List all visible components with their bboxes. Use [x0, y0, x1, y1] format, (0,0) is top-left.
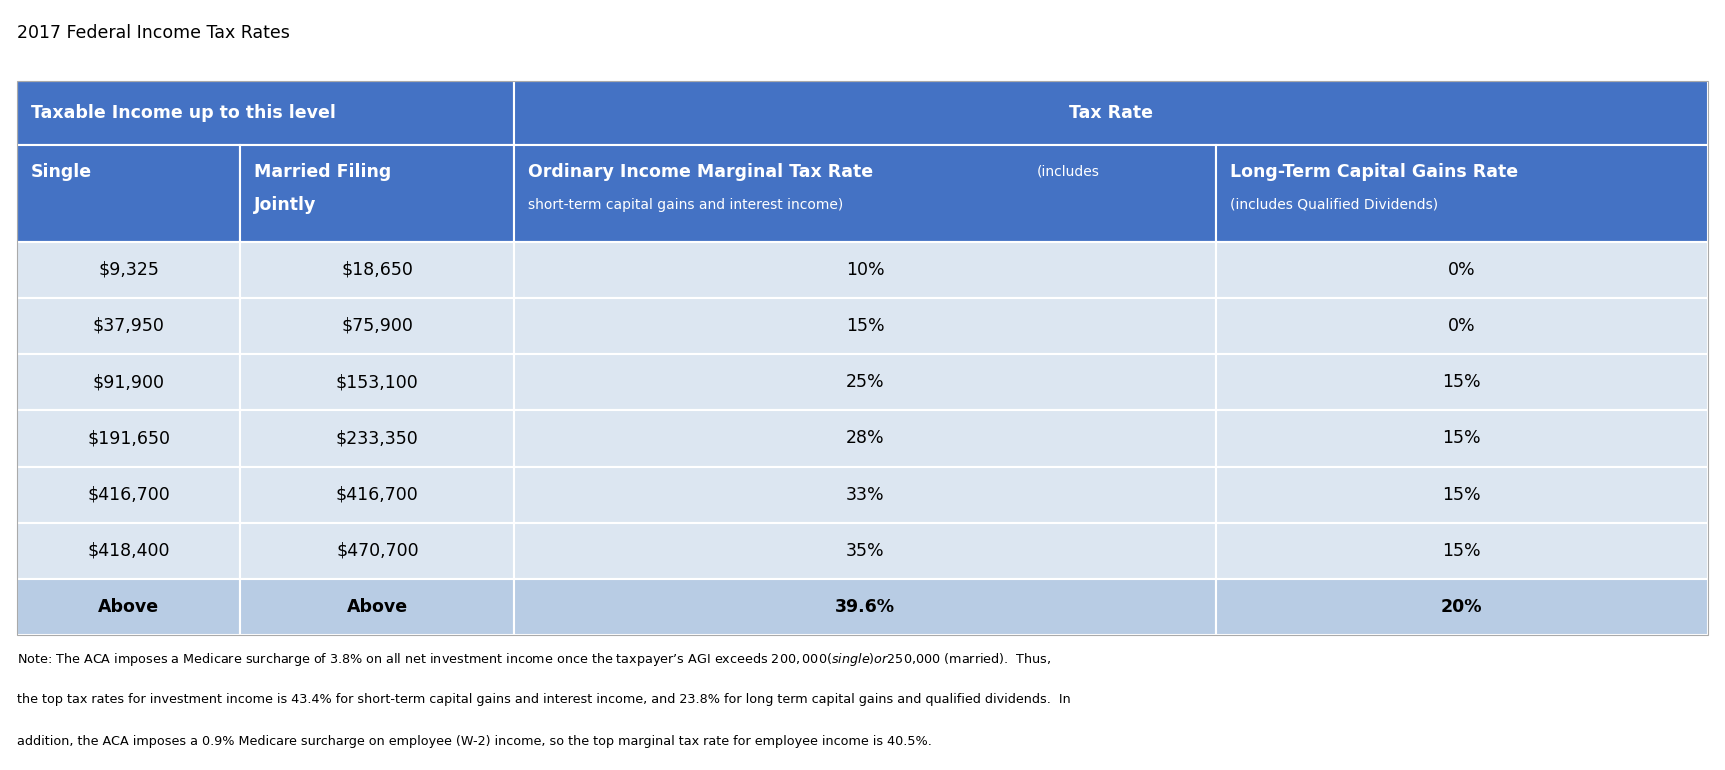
- Text: 0%: 0%: [1447, 317, 1475, 335]
- Text: 15%: 15%: [845, 317, 885, 335]
- Bar: [514, 298, 1216, 354]
- Text: $153,100: $153,100: [336, 373, 419, 391]
- Text: (includes Qualified Dividends): (includes Qualified Dividends): [1230, 198, 1437, 212]
- Bar: [240, 145, 514, 242]
- Bar: [17, 242, 240, 298]
- Text: Jointly: Jointly: [254, 196, 317, 214]
- Bar: [514, 579, 1216, 635]
- Text: 35%: 35%: [845, 542, 885, 560]
- Bar: [240, 523, 514, 579]
- Bar: [514, 523, 1216, 579]
- Text: 2017 Federal Income Tax Rates: 2017 Federal Income Tax Rates: [17, 25, 290, 42]
- Text: Tax Rate: Tax Rate: [1070, 104, 1152, 122]
- Bar: [1216, 579, 1708, 635]
- Text: Long-Term Capital Gains Rate: Long-Term Capital Gains Rate: [1230, 162, 1518, 181]
- Text: 33%: 33%: [845, 486, 885, 504]
- Bar: [17, 298, 240, 354]
- Bar: [17, 523, 240, 579]
- Text: $91,900: $91,900: [93, 373, 166, 391]
- Text: $416,700: $416,700: [88, 486, 171, 504]
- Bar: [514, 467, 1216, 523]
- Bar: [17, 145, 240, 242]
- Text: 28%: 28%: [845, 430, 885, 447]
- Text: (includes: (includes: [1037, 165, 1101, 179]
- Text: Above: Above: [347, 598, 407, 616]
- Text: 10%: 10%: [845, 261, 885, 279]
- Bar: [17, 354, 240, 410]
- Bar: [17, 579, 240, 635]
- Text: $418,400: $418,400: [88, 542, 171, 560]
- Text: 15%: 15%: [1442, 542, 1482, 560]
- Text: Single: Single: [31, 162, 91, 181]
- Bar: [1216, 410, 1708, 467]
- Text: 0%: 0%: [1447, 261, 1475, 279]
- Bar: [514, 81, 1708, 145]
- Bar: [240, 354, 514, 410]
- Bar: [240, 410, 514, 467]
- Text: the top tax rates for investment income is 43.4% for short-term capital gains an: the top tax rates for investment income …: [17, 693, 1071, 706]
- Text: $18,650: $18,650: [342, 261, 414, 279]
- Text: Note: The ACA imposes a Medicare surcharge of 3.8% on all net investment income : Note: The ACA imposes a Medicare surchar…: [17, 651, 1052, 668]
- Bar: [1216, 467, 1708, 523]
- Text: Above: Above: [98, 598, 159, 616]
- Bar: [1216, 298, 1708, 354]
- Bar: [514, 410, 1216, 467]
- Text: $233,350: $233,350: [336, 430, 419, 447]
- Bar: [1216, 242, 1708, 298]
- Text: $37,950: $37,950: [93, 317, 166, 335]
- Text: $9,325: $9,325: [98, 261, 159, 279]
- Bar: [1216, 354, 1708, 410]
- Text: $416,700: $416,700: [336, 486, 419, 504]
- Text: $75,900: $75,900: [342, 317, 414, 335]
- Bar: [514, 242, 1216, 298]
- Bar: [514, 354, 1216, 410]
- Bar: [240, 298, 514, 354]
- Text: Married Filing: Married Filing: [254, 162, 392, 181]
- Text: 39.6%: 39.6%: [835, 598, 895, 616]
- Text: Ordinary Income Marginal Tax Rate: Ordinary Income Marginal Tax Rate: [528, 162, 880, 181]
- Text: 25%: 25%: [845, 373, 885, 391]
- Bar: [240, 467, 514, 523]
- Text: 15%: 15%: [1442, 486, 1482, 504]
- Bar: [17, 81, 514, 145]
- Bar: [17, 410, 240, 467]
- Bar: [17, 467, 240, 523]
- Text: 15%: 15%: [1442, 373, 1482, 391]
- Text: Taxable Income up to this level: Taxable Income up to this level: [31, 104, 336, 122]
- Text: 20%: 20%: [1440, 598, 1482, 616]
- Bar: [1216, 523, 1708, 579]
- Bar: [17, 81, 1708, 635]
- Text: $191,650: $191,650: [88, 430, 171, 447]
- Bar: [514, 145, 1216, 242]
- Text: short-term capital gains and interest income): short-term capital gains and interest in…: [528, 198, 844, 212]
- Text: $470,700: $470,700: [336, 542, 419, 560]
- Bar: [240, 579, 514, 635]
- Text: addition, the ACA imposes a 0.9% Medicare surcharge on employee (W-2) income, so: addition, the ACA imposes a 0.9% Medicar…: [17, 735, 932, 748]
- Bar: [240, 242, 514, 298]
- Bar: [1216, 145, 1708, 242]
- Text: 15%: 15%: [1442, 430, 1482, 447]
